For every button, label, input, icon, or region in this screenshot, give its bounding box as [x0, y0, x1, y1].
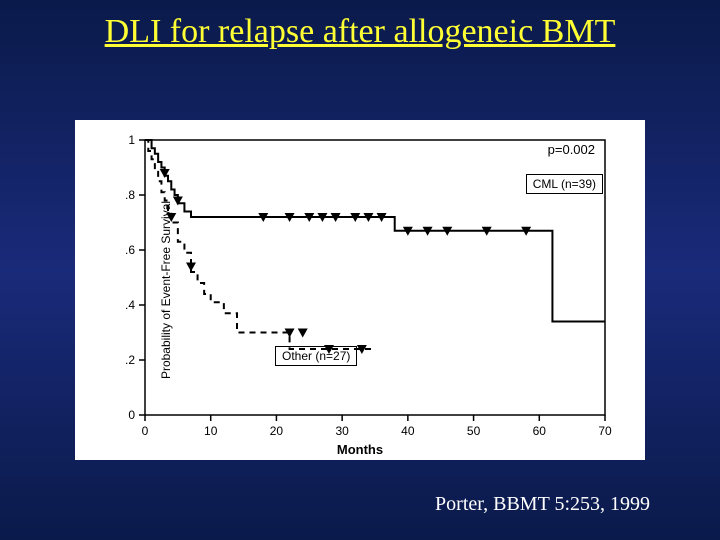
- svg-text:60: 60: [533, 424, 547, 438]
- svg-text:10: 10: [204, 424, 218, 438]
- svg-text:0: 0: [128, 408, 135, 422]
- slide-title: DLI for relapse after allogeneic BMT: [0, 0, 720, 51]
- svg-text:.4: .4: [125, 298, 135, 312]
- svg-text:.8: .8: [125, 188, 135, 202]
- svg-text:20: 20: [270, 424, 284, 438]
- plot-svg: 0.2.4.6.81010203040506070: [75, 120, 645, 460]
- svg-text:70: 70: [598, 424, 612, 438]
- svg-text:1: 1: [128, 133, 135, 147]
- survival-chart: Probability of Event-Free Survival Month…: [75, 120, 645, 460]
- svg-text:40: 40: [401, 424, 415, 438]
- svg-text:50: 50: [467, 424, 481, 438]
- svg-text:0: 0: [142, 424, 149, 438]
- citation-text: Porter, BBMT 5:253, 1999: [435, 493, 650, 516]
- svg-text:.2: .2: [125, 353, 135, 367]
- svg-text:.6: .6: [125, 243, 135, 257]
- svg-text:30: 30: [335, 424, 349, 438]
